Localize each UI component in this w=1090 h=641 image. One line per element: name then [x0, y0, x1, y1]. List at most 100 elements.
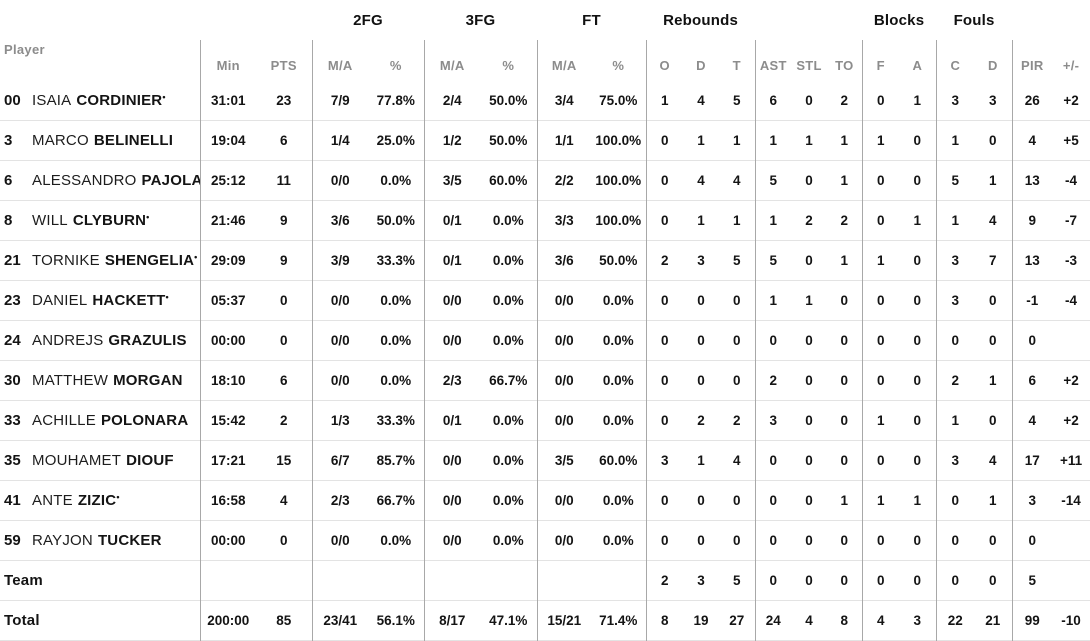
player-cell: 8 WILL CLYBURN•	[0, 200, 201, 241]
fouls-c-cell: 1	[951, 413, 960, 428]
reb-d-cell: 0	[697, 333, 705, 348]
plusminus-cell: -14	[1061, 493, 1081, 508]
reb-o-cell: 0	[661, 533, 669, 548]
reb-o-cell: 0	[661, 413, 669, 428]
stl-cell: 4	[805, 613, 813, 628]
player-cell: 6 ALESSANDRO PAJOLA	[0, 160, 201, 201]
player-last-name: PAJOLA	[141, 172, 200, 189]
blocks-a-cell: 1	[899, 81, 937, 121]
pir-cell: 99	[1024, 613, 1040, 628]
pts-cell: 0	[256, 520, 313, 561]
reb-o-cell: 0	[661, 213, 669, 228]
fouls-d-cell: 21	[974, 600, 1013, 641]
player-last-name: CLYBURN	[72, 212, 147, 229]
min-cell: 200:00	[207, 613, 250, 628]
3fg-ma-cell: 2/3	[442, 373, 462, 388]
col-header-blocks-f: F	[876, 58, 885, 73]
group-header-row: 2FG 3FG FT Rebounds Blocks Fouls	[0, 0, 1090, 40]
fouls-c-cell: 22	[947, 613, 963, 628]
group-header-spacer	[0, 0, 312, 40]
player-cell: 21 TORNIKE SHENGELIA•	[0, 240, 201, 281]
player-cell: 24 ANDREJS GRAZULIS	[0, 320, 201, 361]
total-row: Total 200:00 85 23/41 56.1% 8/17 47.1% 1…	[0, 600, 1090, 641]
3fg-ma-cell: 2/4	[442, 93, 462, 108]
reb-o-cell: 8	[661, 613, 669, 628]
blocks-f-cell: 0	[877, 173, 885, 188]
reb-o-cell: 0	[661, 293, 669, 308]
blocks-f-cell: 0	[877, 373, 885, 388]
to-cell: 1	[827, 120, 863, 161]
2fg-ma-cell: 2/3	[330, 493, 350, 508]
min-cell: 00:00	[210, 333, 246, 348]
3fg-pct-cell: 0.0%	[480, 240, 538, 281]
reb-t-cell: 1	[719, 200, 756, 241]
blocks-a-cell: 1	[899, 480, 937, 521]
fouls-c-cell: 3	[951, 453, 960, 468]
col-header-reb-o: O	[659, 58, 670, 73]
ft-pct-cell: 0.0%	[591, 280, 647, 321]
plusminus-cell: -3	[1065, 253, 1078, 268]
blocks-f-cell: 0	[877, 573, 885, 588]
reb-d-cell: 0	[697, 373, 705, 388]
ast-cell: 1	[769, 133, 778, 148]
min-cell: 00:00	[210, 533, 246, 548]
reb-d-cell: 3	[697, 253, 705, 268]
player-first-name: MATTHEW	[32, 372, 109, 389]
col-header-2fg-ma: M/A	[327, 58, 353, 73]
blocks-f-cell: 0	[877, 533, 885, 548]
3fg-pct-cell: 0.0%	[480, 320, 538, 361]
reb-o-cell: 0	[661, 173, 669, 188]
fouls-c-cell: 5	[951, 173, 960, 188]
fouls-d-cell: 0	[974, 400, 1013, 441]
pir-cell: 0	[1028, 333, 1037, 348]
ast-cell: 1	[769, 213, 778, 228]
pir-cell: 4	[1028, 413, 1037, 428]
pts-cell: 23	[256, 81, 313, 121]
player-first-name: ANDREJS	[32, 332, 104, 349]
table-body: 00 ISAIA CORDINIER• 31:01 23 7/9 77.8% 2/4…	[0, 81, 1090, 641]
col-header-min: Min	[216, 58, 240, 73]
reb-t-cell: 5	[719, 240, 756, 281]
ast-cell: 6	[769, 93, 778, 108]
min-cell: 31:01	[210, 93, 246, 108]
ft-ma-cell: 15/21	[547, 613, 582, 628]
group-header-spacer	[1012, 0, 1090, 40]
player-number: 8	[4, 212, 13, 229]
plusminus-cell: -4	[1065, 293, 1078, 308]
reb-t-cell: 0	[719, 280, 756, 321]
2fg-pct-cell: 25.0%	[368, 120, 425, 161]
player-number: 35	[4, 452, 21, 469]
2fg-pct-cell: 0.0%	[368, 160, 425, 201]
pir-cell: -1	[1026, 293, 1039, 308]
player-first-name: ALESSANDRO	[32, 172, 137, 189]
ft-ma-cell: 2/2	[554, 173, 574, 188]
stl-cell: 0	[805, 333, 813, 348]
3fg-ma-cell: 0/0	[442, 293, 462, 308]
plusminus-cell	[1052, 521, 1090, 561]
plusminus-cell: +2	[1063, 413, 1079, 428]
player-number: 59	[4, 532, 21, 549]
ft-ma-cell: 3/5	[554, 453, 574, 468]
ast-cell: 24	[765, 613, 781, 628]
min-cell: 25:12	[210, 173, 246, 188]
reb-o-cell: 0	[661, 373, 669, 388]
min-cell: 05:37	[210, 293, 246, 308]
col-header-stl: STL	[796, 58, 822, 73]
to-cell: 8	[827, 600, 863, 641]
pts-cell: 0	[256, 320, 313, 361]
2fg-ma-cell: 0/0	[330, 333, 350, 348]
min-cell: 16:58	[210, 493, 246, 508]
2fg-pct-cell: 77.8%	[368, 81, 425, 121]
ft-pct-cell: 0.0%	[591, 400, 647, 441]
reb-d-cell: 1	[697, 213, 705, 228]
fouls-c-cell: 0	[951, 333, 960, 348]
stl-cell: 0	[805, 173, 813, 188]
pir-cell: 6	[1028, 373, 1037, 388]
3fg-pct-cell: 47.1%	[480, 600, 538, 641]
ast-cell: 2	[769, 373, 778, 388]
reb-t-cell: 27	[719, 600, 756, 641]
player-last-name: ZIZIC	[77, 492, 117, 509]
plusminus-cell	[1052, 561, 1090, 601]
blocks-f-cell: 1	[877, 493, 885, 508]
